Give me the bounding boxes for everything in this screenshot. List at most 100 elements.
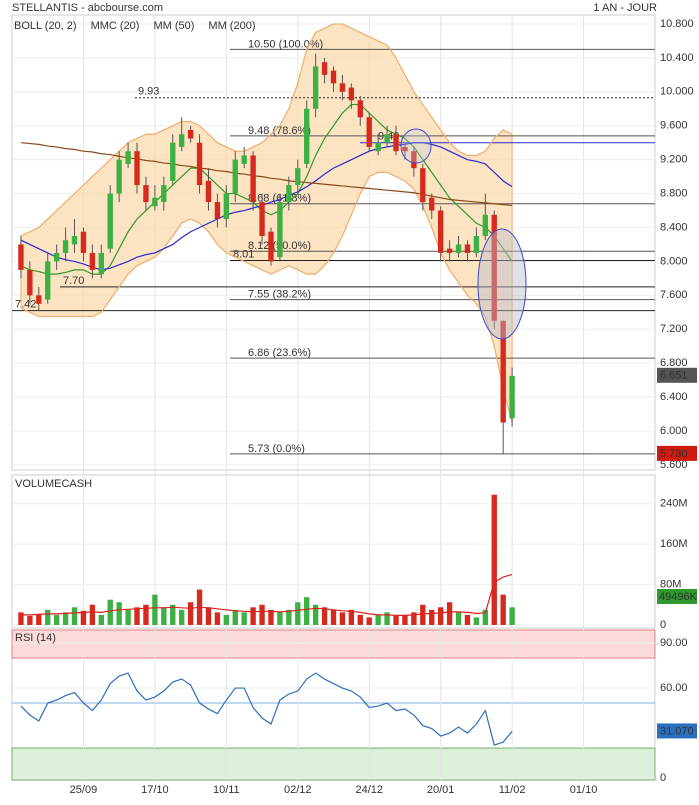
volume-bar [473, 617, 480, 625]
legend-entry: MMC (20) [91, 20, 140, 32]
candle-body [36, 295, 42, 304]
candle-body [366, 117, 372, 147]
volume-box [657, 589, 697, 604]
candle-body [116, 159, 122, 194]
bollinger-upper [20, 23, 513, 237]
panel-frame [11, 474, 656, 629]
candle-body [152, 197, 158, 207]
volume-bar [89, 604, 96, 625]
y-tick-label: 60.00 [660, 682, 688, 694]
x-tick-label: 02/12 [284, 784, 312, 796]
y-tick-label: 9.200 [660, 154, 688, 166]
candle-body [446, 248, 453, 253]
fib-label: 5.73 (0.0%) [248, 443, 305, 455]
candle-body [134, 151, 140, 186]
fib-label: 7.55 (38.2%) [248, 288, 311, 300]
y-tick-label: 10.800 [660, 18, 694, 30]
candle-body [214, 202, 221, 220]
y-tick-label: 240M [660, 498, 688, 510]
candle-body [437, 210, 444, 253]
fib-label: 6.86 (23.6%) [248, 347, 311, 359]
legend-entry: MM (200) [208, 20, 255, 32]
candle-body [250, 155, 256, 203]
y-tick-label: 0 [660, 772, 666, 784]
candle-body [223, 193, 230, 220]
volume-bar [429, 609, 435, 625]
candle-body [232, 159, 238, 194]
y-tick-label: 7.600 [660, 289, 688, 301]
level-label: 7.42 [15, 298, 36, 310]
candle-body [402, 146, 408, 152]
volume-bar [420, 604, 426, 625]
panel-frame [11, 14, 656, 471]
volume-bar [384, 612, 390, 625]
rsi-box-label: 31.070 [660, 725, 694, 737]
volume-bar [107, 599, 113, 625]
volume-bar [455, 612, 462, 625]
candle-body [45, 261, 51, 300]
volume-bar [223, 614, 230, 625]
oversold-zone [11, 747, 656, 781]
candle-body [482, 214, 488, 236]
price-box-label: 6.651 [660, 370, 688, 382]
volume-bar [241, 612, 247, 625]
candle-body [71, 235, 78, 245]
candle-body [143, 185, 149, 203]
candle-body [241, 155, 247, 164]
volume-bar [437, 607, 444, 625]
volume-bar [375, 614, 381, 625]
candle-body [509, 375, 515, 419]
volume-bar [250, 607, 256, 625]
volume-bar [321, 607, 328, 625]
volume-bar [312, 604, 319, 625]
level-label: 9.93 [138, 86, 159, 98]
y-tick-label: 9.600 [660, 120, 688, 132]
y-tick-label: 8.000 [660, 255, 688, 267]
volume-bar [393, 615, 399, 625]
volume-bar [330, 609, 337, 625]
level-label: 7.70 [63, 275, 84, 287]
volume-bar [348, 609, 355, 625]
volume-bar [509, 607, 515, 625]
period: 1 AN - JOUR [593, 2, 657, 14]
chart-title: STELLANTIS - abcbourse.com [12, 2, 163, 14]
volume-bar [125, 609, 131, 625]
candle-body [125, 151, 131, 164]
volume-bar [446, 602, 453, 625]
volume-bar [402, 614, 408, 625]
rsi-line [20, 672, 513, 746]
y-tick-label: 160M [660, 538, 688, 550]
candle-body [473, 235, 480, 253]
price-box [657, 367, 697, 383]
candle-body [27, 269, 33, 296]
y-tick-label: 8.800 [660, 187, 688, 199]
volume-bar [170, 604, 176, 625]
y-tick-label: 7.200 [660, 323, 688, 335]
volume-bar [500, 594, 506, 625]
legend-entry: BOLL (20, 2) [14, 20, 77, 32]
candle-body [411, 151, 417, 169]
volume-bar [277, 612, 283, 625]
candle-body [259, 202, 265, 236]
candle-body [161, 185, 167, 203]
volume-bar [53, 614, 60, 625]
moving-average [20, 142, 513, 207]
y-tick-label: 80M [660, 578, 681, 590]
candle-body [375, 142, 381, 152]
candle-body [187, 129, 194, 139]
volume-bar [80, 610, 87, 625]
annotation-circle [477, 228, 527, 340]
volume-bar [232, 609, 238, 625]
y-tick-label: 0 [660, 619, 666, 631]
candle-body [491, 214, 497, 321]
volume-bar [304, 597, 310, 625]
candle-body [286, 185, 292, 203]
y-tick-label: 8.400 [660, 221, 688, 233]
volume-bar [268, 609, 274, 625]
y-tick-label: 6.800 [660, 357, 688, 369]
volume-average [20, 573, 513, 616]
candle-body [179, 134, 185, 147]
price-box [657, 445, 697, 461]
volume-bar [259, 604, 265, 625]
